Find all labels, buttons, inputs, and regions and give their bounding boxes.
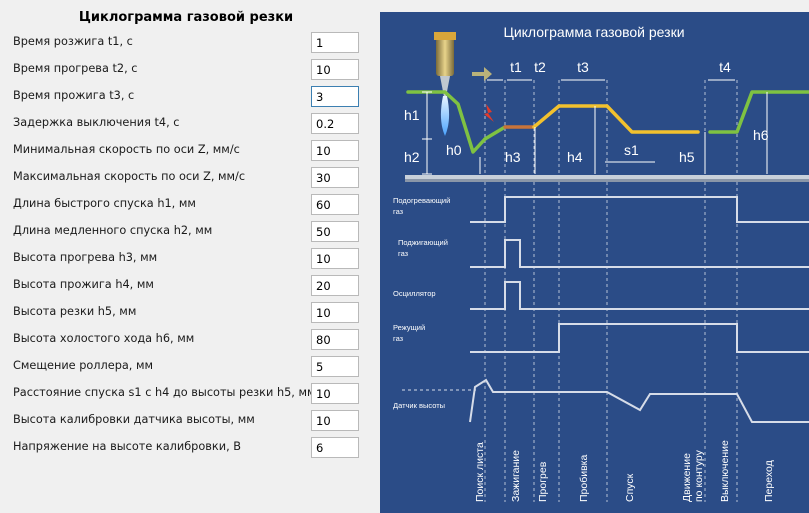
signal-label-cutting-gas-2: газ [393, 334, 404, 343]
calibration-voltage-input[interactable] [311, 437, 359, 458]
param-row-h2: Длина медленного спуска h2, мм [0, 221, 378, 245]
signal-lines [469, 196, 809, 423]
phase-contour-2: по контуру [693, 449, 705, 502]
param-row-h4: Высота прожига h4, мм [0, 275, 378, 299]
torch-icon [434, 32, 456, 136]
phase-shutdown: Выключение [719, 440, 731, 502]
signal-label-oscillator: Осциллятор [393, 289, 436, 298]
param-label: Длина быстрого спуска h1, мм [13, 197, 196, 210]
signal-label-heating-gas-2: газ [393, 207, 404, 216]
param-row-h5: Высота резки h5, мм [0, 302, 378, 326]
t1-label: t1 [510, 59, 522, 75]
pierce-height-input[interactable] [311, 275, 359, 296]
param-label: Высота резки h5, мм [13, 305, 137, 318]
slow-descent-input[interactable] [311, 221, 359, 242]
param-label: Время розжига t1, с [13, 35, 133, 48]
shutdown-delay-input[interactable] [311, 113, 359, 134]
torch-path [406, 90, 809, 154]
phase-ignition: Зажигание [510, 450, 522, 502]
param-row-calib-voltage: Напряжение на высоте калибровки, В [0, 437, 378, 461]
param-label: Напряжение на высоте калибровки, В [13, 440, 242, 453]
diagram-title: Циклограмма газовой резки [503, 24, 684, 40]
param-row-t3: Время прожига t3, с [0, 86, 378, 110]
fast-descent-input[interactable] [311, 194, 359, 215]
param-row-zmax: Максимальная скорость по оси Z, мм/с [0, 167, 378, 191]
h2-label: h2 [404, 149, 420, 165]
signal-label-ignition-gas-2: газ [398, 249, 409, 258]
param-label: Максимальная скорость по оси Z, мм/с [13, 170, 246, 183]
ignition-time-input[interactable] [311, 32, 359, 53]
param-label: Высота холостого хода h6, мм [13, 332, 195, 345]
sheet-surface [405, 175, 809, 182]
preheat-time-input[interactable] [311, 59, 359, 80]
param-row-h3: Высота прогрева h3, мм [0, 248, 378, 272]
param-row-calib-height: Высота калибровки датчика высоты, мм [0, 410, 378, 434]
phase-labels: Поиск листа Зажигание Прогрев Пробивка С… [474, 440, 775, 502]
signal-label-height-sensor: Датчик высоты [393, 401, 445, 410]
param-row-t4: Задержка выключения t4, с [0, 113, 378, 137]
param-label: Высота прогрева h3, мм [13, 251, 158, 264]
cyclogram-diagram: Циклограмма газовой резки t1 t2 t3 t4 [380, 12, 809, 513]
h1-label: h1 [404, 107, 420, 123]
descent-distance-input[interactable] [311, 383, 359, 404]
param-label: Расстояние спуска s1 с h4 до высоты резк… [13, 386, 316, 399]
spark-icon [484, 104, 494, 122]
phase-pierce: Пробивка [578, 454, 590, 502]
z-max-speed-input[interactable] [311, 167, 359, 188]
panel-title: Циклограмма газовой резки [78, 10, 294, 25]
calibration-height-input[interactable] [311, 410, 359, 431]
param-row-h6: Высота холостого хода h6, мм [0, 329, 378, 353]
param-row-t2: Время прогрева t2, с [0, 59, 378, 83]
z-min-speed-input[interactable] [311, 140, 359, 161]
h6-label: h6 [753, 127, 769, 143]
phase-sheet-search: Поиск листа [474, 442, 486, 502]
roller-offset-input[interactable] [311, 356, 359, 377]
parameters-panel: Циклограмма газовой резки Время розжига … [0, 0, 378, 513]
signal-label-cutting-gas: Режущий [393, 323, 425, 332]
height-dimensions [422, 91, 768, 175]
phase-separators [484, 80, 738, 502]
move-arrow-icon [472, 67, 492, 81]
param-label: Высота прожига h4, мм [13, 278, 154, 291]
t3-label: t3 [577, 59, 589, 75]
phase-preheat: Прогрев [537, 461, 549, 502]
param-row-roller: Смещение роллера, мм [0, 356, 378, 380]
phase-contour-1: Движение [681, 453, 693, 502]
h3-label: h3 [505, 149, 521, 165]
signal-label-ignition-gas: Поджигающий [398, 238, 448, 247]
param-row-s1: Расстояние спуска s1 с h4 до высоты резк… [0, 383, 378, 407]
h4-label: h4 [567, 149, 583, 165]
phase-transition: Переход [763, 460, 775, 502]
t2-label: t2 [534, 59, 546, 75]
cut-height-input[interactable] [311, 302, 359, 323]
param-label: Время прогрева t2, с [13, 62, 138, 75]
param-row-h1: Длина быстрого спуска h1, мм [0, 194, 378, 218]
param-row-zmin: Минимальная скорость по оси Z, мм/с [0, 140, 378, 164]
preheat-height-input[interactable] [311, 248, 359, 269]
param-label: Смещение роллера, мм [13, 359, 154, 372]
param-label: Высота калибровки датчика высоты, мм [13, 413, 255, 426]
param-label: Минимальная скорость по оси Z, мм/с [13, 143, 240, 156]
param-label: Длина медленного спуска h2, мм [13, 224, 213, 237]
t4-label: t4 [719, 59, 731, 75]
s1-label: s1 [624, 142, 639, 158]
signal-label-heating-gas: Подогревающий [393, 196, 450, 205]
phase-descent: Спуск [624, 473, 636, 502]
param-row-t1: Время розжига t1, с [0, 32, 378, 56]
h0-label: h0 [446, 142, 462, 158]
param-label: Время прожига t3, с [13, 89, 135, 102]
param-label: Задержка выключения t4, с [13, 116, 180, 129]
pierce-time-input[interactable] [311, 86, 359, 107]
h5-label: h5 [679, 149, 695, 165]
idle-height-input[interactable] [311, 329, 359, 350]
